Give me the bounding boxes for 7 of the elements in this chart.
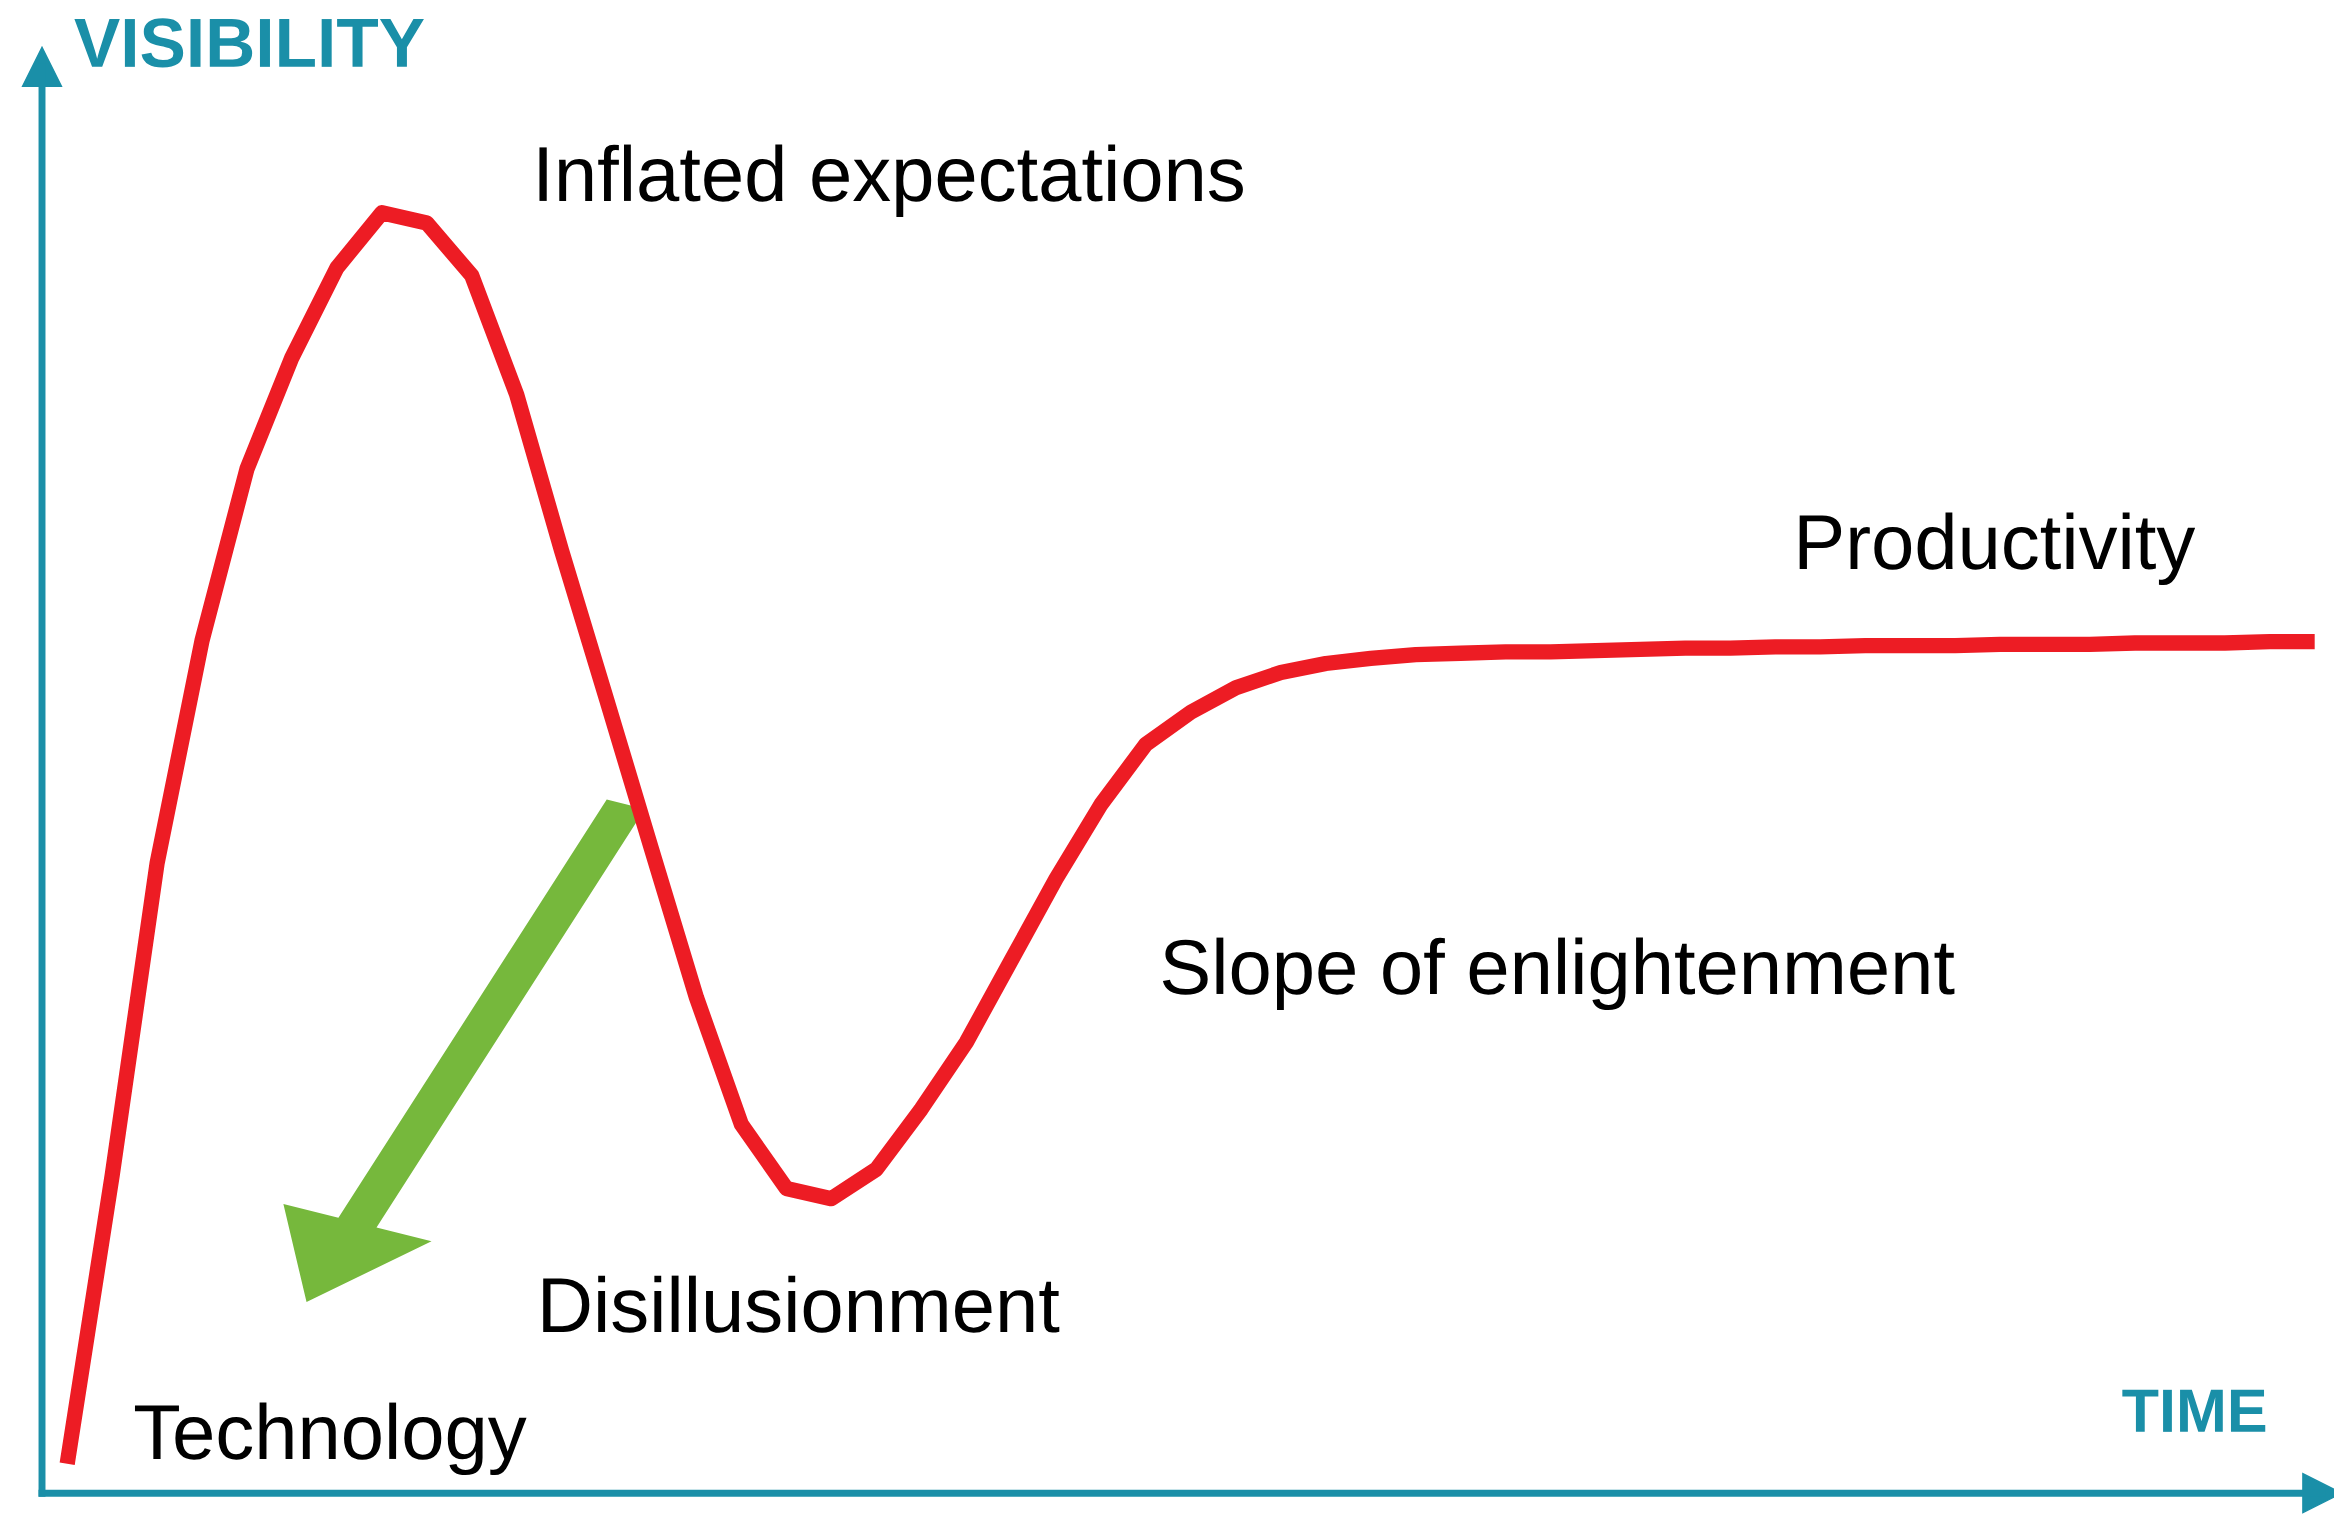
annotation: Inflated expectations (539, 144, 1243, 218)
annotation: Productivity (1799, 512, 2196, 586)
annotation: Slope of enlightenment (1162, 937, 1955, 1011)
x-axis-title: TIME (2122, 1389, 2266, 1432)
annotation: Disillusionment (543, 1275, 1060, 1333)
y-axis-title: VISIBILITY (74, 18, 424, 68)
annotation: Technology (134, 1402, 527, 1476)
